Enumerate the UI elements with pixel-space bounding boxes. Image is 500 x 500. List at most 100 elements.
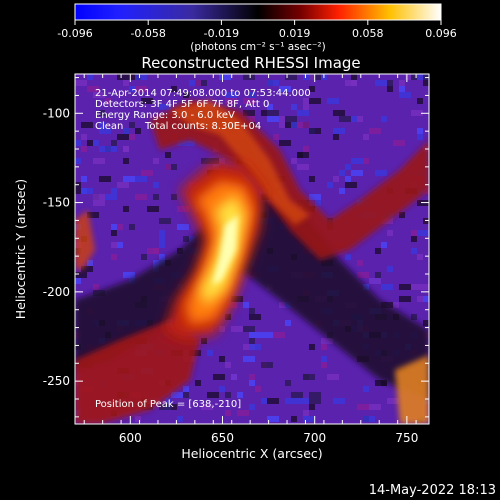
- image-area: [75, 74, 429, 424]
- noise-pixel: [147, 206, 159, 212]
- noise-pixel: [99, 122, 105, 128]
- noise-pixel: [381, 284, 393, 290]
- noise-pixel: [363, 386, 369, 392]
- noise-pixel: [93, 92, 105, 98]
- colorbar-tick-label: -0.019: [204, 27, 239, 40]
- noise-pixel: [285, 116, 297, 122]
- noise-pixel: [81, 122, 93, 128]
- noise-pixel: [243, 302, 249, 308]
- noise-pixel: [387, 266, 393, 272]
- noise-pixel: [81, 176, 87, 182]
- colorbar: -0.096 -0.058 -0.019 0.019 0.058 0.096 (photo…: [57, 3, 457, 53]
- noise-pixel: [423, 74, 429, 80]
- x-tick-label: 650: [211, 431, 234, 445]
- noise-pixel: [411, 110, 423, 116]
- noise-pixel: [159, 404, 171, 410]
- noise-pixel: [333, 128, 345, 134]
- noise-pixel: [117, 242, 123, 248]
- noise-pixel: [345, 254, 351, 260]
- noise-pixel: [171, 194, 177, 200]
- noise-pixel: [75, 278, 81, 284]
- noise-pixel: [261, 332, 273, 338]
- noise-pixel: [297, 164, 309, 170]
- noise-pixel: [273, 134, 279, 140]
- noise-pixel: [399, 86, 405, 92]
- noise-pixel: [315, 200, 321, 206]
- noise-pixel: [135, 176, 147, 182]
- footer-timestamp: 14-May-2022 18:13: [369, 483, 496, 498]
- noise-pixel: [117, 224, 123, 230]
- lower-left-glow: [75, 320, 200, 424]
- noise-pixel: [351, 116, 357, 122]
- noise-pixel: [87, 212, 99, 218]
- noise-pixel: [123, 206, 129, 212]
- noise-pixel: [375, 248, 381, 254]
- noise-pixel: [357, 116, 363, 122]
- noise-pixel: [177, 224, 189, 230]
- noise-pixel: [123, 146, 129, 152]
- noise-pixel: [111, 242, 117, 248]
- noise-pixel: [309, 176, 315, 182]
- y-tick: -200: [43, 285, 429, 299]
- noise-pixel: [309, 86, 315, 92]
- noise-pixel: [141, 254, 147, 260]
- noise-pixel: [105, 194, 117, 200]
- noise-pixel: [81, 134, 87, 140]
- noise-pixel: [231, 296, 243, 302]
- noise-pixel: [327, 98, 339, 104]
- noise-pixel: [159, 230, 165, 236]
- noise-pixel: [99, 146, 111, 152]
- noise-pixel: [141, 98, 153, 104]
- noise-pixel: [111, 146, 117, 152]
- noise-pixel: [297, 152, 303, 158]
- noise-pixel: [129, 86, 135, 92]
- noise-pixel: [135, 128, 141, 134]
- noise-pixel: [411, 248, 417, 254]
- noise-pixel: [195, 80, 201, 86]
- y-tick: -250: [43, 374, 429, 388]
- noise-pixel: [159, 242, 165, 248]
- noise-pixel: [333, 398, 345, 404]
- noise-pixel: [249, 404, 255, 410]
- x-tick-label: 700: [303, 431, 326, 445]
- noise-pixel: [243, 410, 249, 416]
- plot-frame: [74, 73, 430, 425]
- noise-pixel: [357, 272, 369, 278]
- red-filament: [150, 100, 429, 260]
- noise-pixel: [357, 404, 369, 410]
- noise-pixel: [375, 80, 387, 86]
- noise-pixel: [291, 392, 303, 398]
- noise-pixel: [243, 356, 255, 362]
- noise-pixel: [243, 326, 255, 332]
- noise-pixel: [351, 158, 363, 164]
- noise-pixel: [351, 170, 363, 176]
- y-tick: -100: [43, 106, 429, 120]
- noise-pixel: [369, 404, 381, 410]
- noise-pixel: [225, 314, 231, 320]
- noise-pixel: [129, 134, 135, 140]
- colorbar-tick-label: -0.096: [57, 27, 92, 40]
- noise-pixel: [219, 386, 225, 392]
- noise-pixel: [417, 284, 429, 290]
- noise-pixel: [303, 98, 309, 104]
- noise-pixel: [417, 296, 423, 302]
- noise-pixel: [345, 80, 357, 86]
- noise-pixel: [123, 158, 129, 164]
- noise-pixel: [351, 74, 357, 80]
- noise-pixel: [333, 176, 339, 182]
- noise-pixel: [339, 116, 351, 122]
- noise-pixel: [93, 200, 105, 206]
- noise-pixel: [249, 380, 255, 386]
- noise-pixel: [387, 398, 399, 404]
- noise-pixel: [345, 164, 351, 170]
- noise-pixel: [237, 392, 243, 398]
- noise-pixel: [357, 260, 363, 266]
- noise-pixel: [309, 398, 321, 404]
- y-tick-label: -100: [43, 106, 70, 120]
- noise-pixel: [135, 86, 147, 92]
- noise-pixel: [123, 128, 129, 134]
- noise-pixel: [99, 110, 105, 116]
- noise-pixel: [381, 242, 387, 248]
- noise-pixel: [99, 176, 111, 182]
